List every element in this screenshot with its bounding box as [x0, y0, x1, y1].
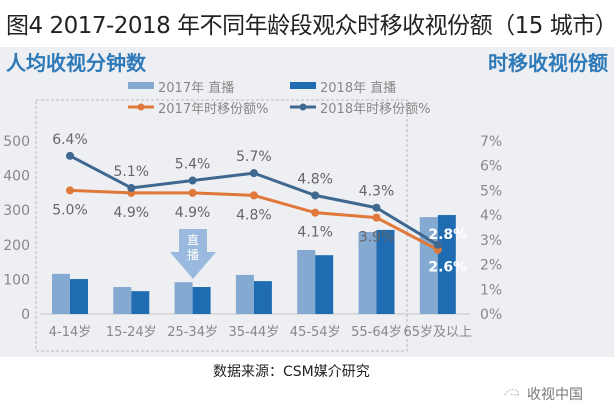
annotation-char-2: 播	[187, 248, 199, 262]
point-2017-4	[311, 208, 320, 217]
data-label-2018-3: 5.7%	[236, 149, 272, 165]
left-tick-label: 100	[3, 272, 30, 288]
point-2018-6	[433, 240, 442, 249]
data-label-2017-1: 4.9%	[114, 205, 150, 221]
bar-2018-4	[315, 255, 334, 314]
legend-marker-line-1	[299, 103, 307, 111]
point-2017-0	[66, 186, 74, 195]
data-label-2018-0: 6.4%	[52, 132, 88, 148]
right-tick-label: 4%	[480, 208, 502, 224]
data-label-2018-2: 5.4%	[175, 157, 211, 173]
category-label: 65岁及以上	[404, 325, 473, 340]
right-tick-label: 5%	[480, 183, 502, 199]
data-label-2018-4: 4.8%	[297, 171, 333, 187]
bar-2017-0	[52, 273, 70, 314]
point-2018-4	[311, 191, 320, 200]
data-label-2017-6: 2.6%	[428, 260, 467, 276]
legend-label-bar-0: 2017年 直播	[158, 81, 234, 96]
bar-2018-1	[131, 291, 150, 314]
left-tick-label: 400	[3, 169, 30, 185]
bar-2017-4	[297, 249, 316, 314]
point-2018-2	[188, 176, 197, 185]
data-label-2017-2: 4.9%	[175, 205, 211, 221]
category-label: 15-24岁	[106, 325, 157, 340]
category-label: 25-34岁	[167, 325, 218, 340]
left-axis-title: 人均收视分钟数	[6, 51, 147, 75]
category-label: 45-54岁	[290, 325, 341, 340]
point-2018-1	[127, 183, 136, 192]
data-label-2017-0: 5.0%	[52, 202, 88, 218]
right-axis-title: 时移收视份额	[488, 51, 608, 75]
annotation-char-1: 直	[187, 233, 199, 247]
bar-2018-0	[70, 279, 88, 314]
left-tick-label: 0	[21, 307, 30, 323]
wechat-icon	[504, 389, 520, 398]
right-tick-label: 7%	[480, 134, 502, 150]
arrow-icon	[170, 229, 216, 279]
data-label-2018-6: 2.8%	[428, 227, 467, 243]
dashed-frame	[35, 99, 408, 352]
category-label: 35-44岁	[229, 325, 280, 340]
data-label-2018-5: 4.3%	[359, 184, 395, 200]
right-tick-label: 2%	[480, 258, 502, 274]
chart-title: 图4 2017-2018 年不同年龄段观众时移收视份额（15 城市）	[6, 13, 614, 39]
point-2018-5	[372, 203, 381, 212]
left-tick-label: 300	[3, 203, 30, 219]
point-2017-2	[188, 188, 197, 197]
data-label-2017-3: 4.8%	[236, 207, 272, 223]
right-tick-label: 1%	[480, 282, 502, 298]
bar-2018-3	[253, 281, 272, 314]
right-tick-label: 3%	[480, 233, 502, 249]
left-tick-label: 500	[3, 134, 30, 150]
watermark: 收视中国	[505, 384, 583, 404]
category-label: 4-14岁	[49, 325, 92, 340]
bar-2018-5	[376, 229, 395, 314]
data-label-2017-5: 3.9%	[359, 230, 395, 246]
bar-2018-6	[437, 215, 456, 314]
data-source: 数据来源：CSM媒介研究	[213, 364, 370, 380]
legend-label-bar-1: 2018年 直播	[320, 81, 396, 96]
point-2018-0	[66, 151, 74, 160]
point-2018-3	[249, 169, 258, 178]
data-label-2018-1: 5.1%	[114, 164, 150, 180]
legend-marker-line-0	[137, 103, 145, 111]
legend-swatch-bar-0	[128, 82, 154, 89]
data-label-2017-4: 4.1%	[297, 225, 333, 241]
watermark-text: 收视中国	[527, 387, 583, 403]
legend-label-line-1: 2018年时移份额%	[320, 102, 430, 117]
legend-swatch-bar-1	[290, 82, 316, 89]
point-2017-3	[249, 191, 258, 200]
right-tick-label: 6%	[480, 159, 502, 175]
bar-2018-2	[192, 287, 211, 314]
bar-2017-5	[358, 231, 377, 314]
left-tick-label: 200	[3, 238, 30, 254]
point-2017-5	[372, 213, 381, 222]
right-tick-label: 0%	[480, 307, 502, 323]
legend-label-line-0: 2017年时移份额%	[158, 102, 268, 117]
bar-2017-2	[174, 282, 193, 314]
category-label: 55-64岁	[351, 325, 402, 340]
bar-2017-3	[235, 274, 254, 314]
bar-2017-1	[113, 287, 132, 314]
